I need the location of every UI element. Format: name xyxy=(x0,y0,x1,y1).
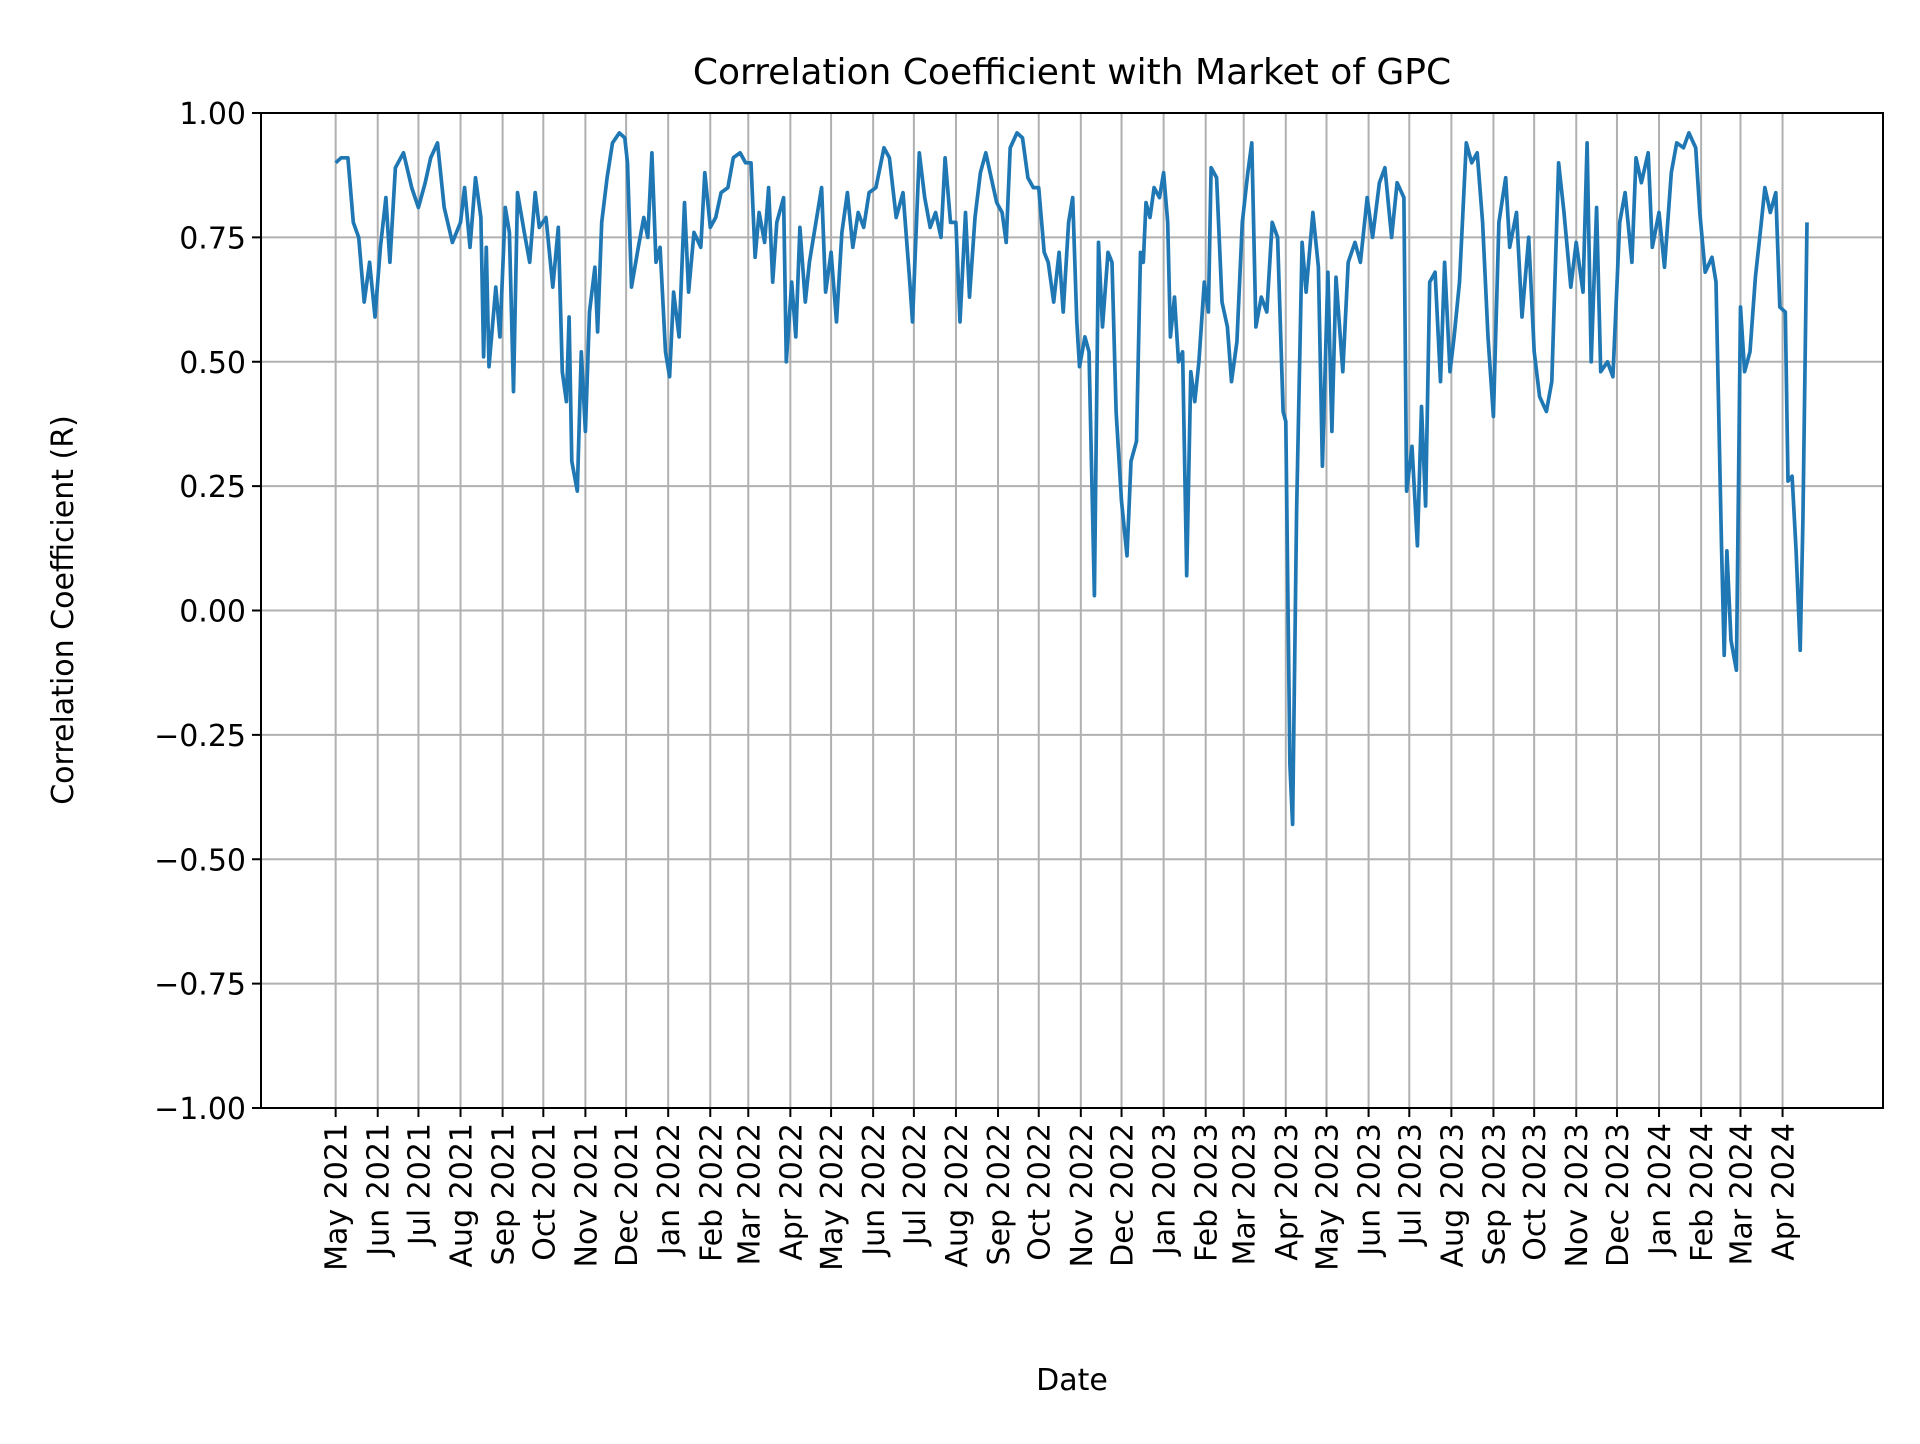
x-tick-label: May 2023 xyxy=(1310,1123,1345,1271)
x-tick-label: Nov 2023 xyxy=(1560,1123,1595,1267)
x-tick-label: Jan 2024 xyxy=(1643,1123,1678,1257)
x-tick-label: Feb 2024 xyxy=(1685,1123,1720,1262)
y-tick-label: −0.50 xyxy=(154,843,246,878)
x-tick-label: Oct 2023 xyxy=(1518,1123,1553,1261)
x-tick-label: Feb 2023 xyxy=(1190,1123,1225,1262)
x-tick-label: Aug 2021 xyxy=(445,1123,480,1267)
y-tick-label: 0.25 xyxy=(179,470,246,505)
x-tick-label: Jan 2023 xyxy=(1148,1123,1183,1257)
y-tick-label: 0.75 xyxy=(179,221,246,256)
x-tick-label: Sep 2023 xyxy=(1477,1123,1512,1265)
x-tick-label: Jul 2022 xyxy=(898,1123,933,1247)
y-tick-label: −0.75 xyxy=(154,968,246,1003)
y-tick-label: −1.00 xyxy=(154,1092,246,1127)
x-tick-label: Aug 2022 xyxy=(940,1123,975,1267)
x-tick-label: Oct 2022 xyxy=(1023,1123,1058,1261)
y-tick-label: −0.25 xyxy=(154,719,246,754)
grid xyxy=(261,112,1883,1109)
x-axis-label: Date xyxy=(1036,1363,1108,1398)
x-tick-label: Jun 2022 xyxy=(857,1123,892,1258)
y-tick-label: 0.00 xyxy=(179,595,246,630)
x-tick-label: Mar 2022 xyxy=(732,1123,767,1266)
x-tick-label: Jul 2023 xyxy=(1393,1123,1428,1247)
x-tick-label: Dec 2022 xyxy=(1106,1123,1141,1267)
x-tick-label: Mar 2023 xyxy=(1228,1123,1263,1266)
x-tick-label: May 2021 xyxy=(320,1123,355,1271)
series-line xyxy=(334,131,1809,827)
x-tick-label: Sep 2021 xyxy=(487,1123,522,1265)
y-tick-label: 1.00 xyxy=(179,97,246,132)
x-tick-label: Aug 2023 xyxy=(1435,1123,1470,1267)
x-tick-label: Apr 2022 xyxy=(774,1123,809,1261)
x-tick-label: Apr 2023 xyxy=(1270,1123,1305,1261)
x-tick-label: Jul 2021 xyxy=(402,1123,437,1247)
x-tick-label: Sep 2022 xyxy=(982,1123,1017,1265)
x-tick-label: Nov 2022 xyxy=(1065,1123,1100,1267)
y-tick-label: 0.50 xyxy=(179,346,246,381)
x-tick-label: Feb 2022 xyxy=(694,1123,729,1262)
x-tick-label: Oct 2021 xyxy=(527,1123,562,1261)
x-tick-label: Dec 2023 xyxy=(1601,1123,1636,1267)
chart-title: Correlation Coefficient with Market of G… xyxy=(693,52,1451,93)
plot-frame xyxy=(260,112,1884,1109)
x-tick-label: May 2022 xyxy=(815,1123,850,1271)
x-tick-label: Dec 2021 xyxy=(610,1123,645,1267)
x-tick-label: Mar 2024 xyxy=(1724,1123,1759,1266)
x-tick-label: Nov 2021 xyxy=(569,1123,604,1267)
x-tick-label: Jun 2021 xyxy=(362,1123,397,1258)
x-tick-label: Jan 2022 xyxy=(652,1123,687,1257)
y-axis-label: Correlation Coefficient (R) xyxy=(46,415,81,805)
x-tick-label: Apr 2024 xyxy=(1767,1123,1802,1261)
ticks: 1.00 0.75 0.50 0.25 0.00 −0.25 −0.50 −0.75 −1.00… xyxy=(154,97,1801,1271)
x-tick-label: Jun 2023 xyxy=(1353,1123,1388,1258)
